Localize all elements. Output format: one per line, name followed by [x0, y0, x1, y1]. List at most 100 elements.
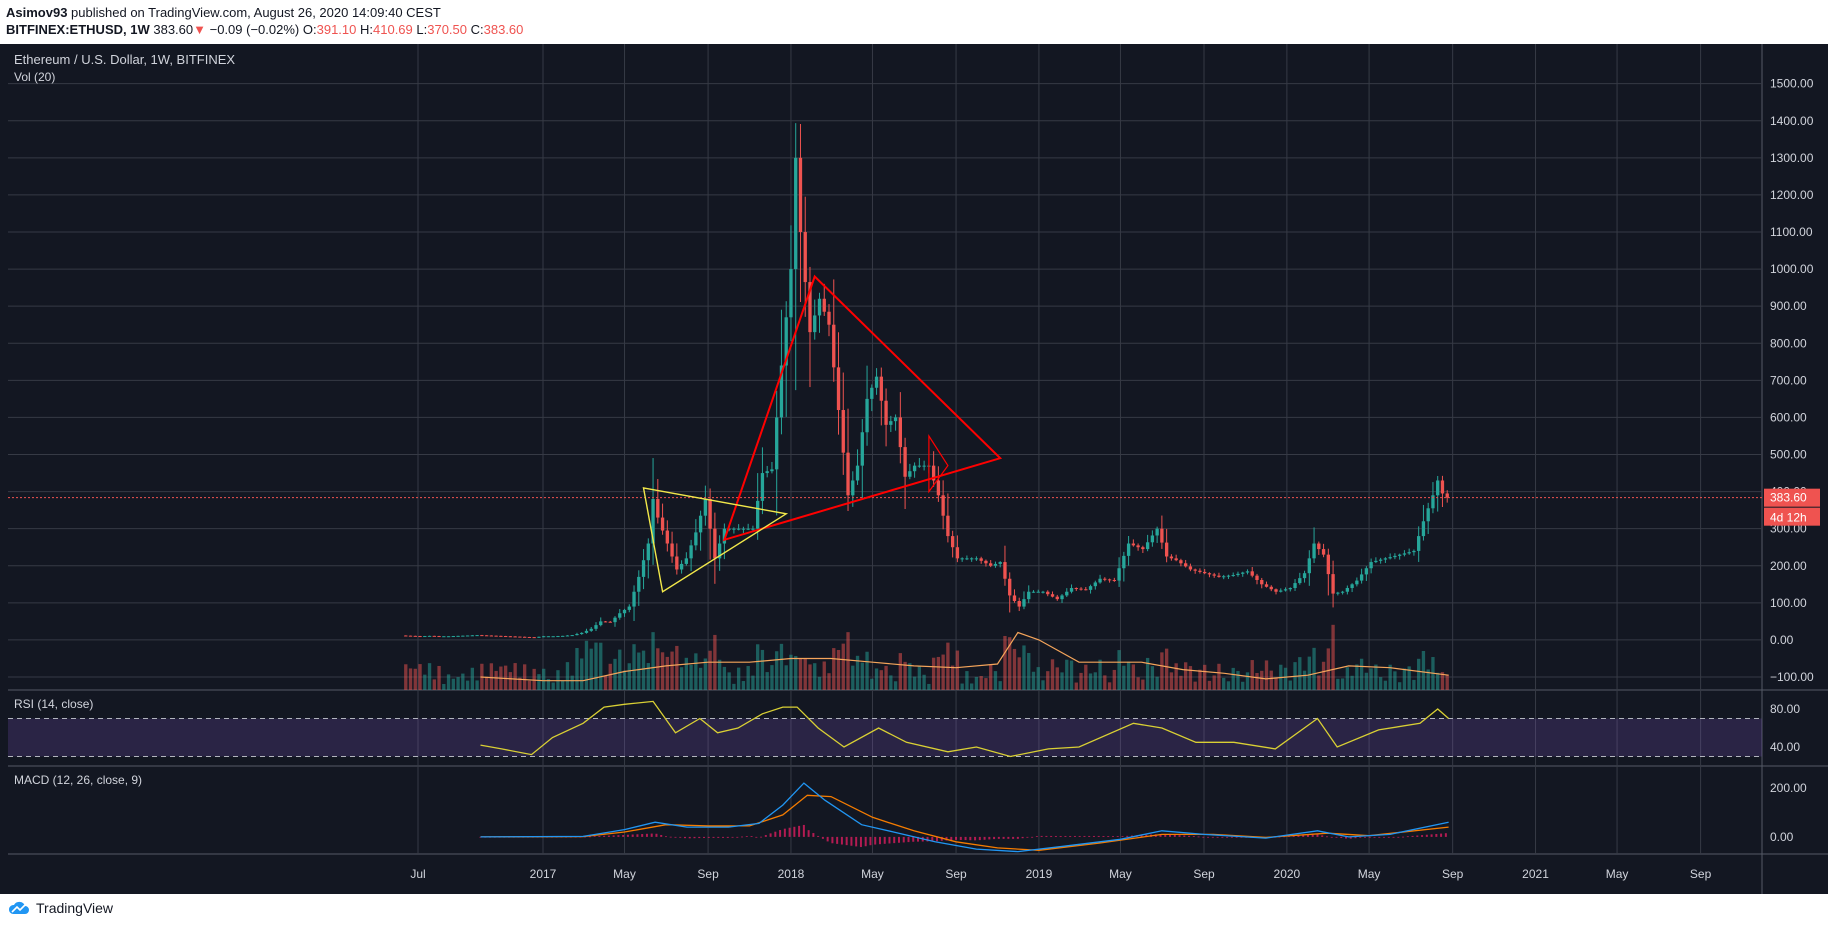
- volume-bar: [1122, 665, 1126, 690]
- candle-body: [1245, 571, 1250, 573]
- macd-histogram-bar: [598, 836, 601, 837]
- candle-body: [1417, 536, 1421, 551]
- candle-body: [1331, 574, 1335, 594]
- macd-histogram-bar: [1383, 836, 1386, 838]
- candle-body: [446, 636, 451, 638]
- volume-bar: [989, 664, 993, 690]
- macd-histogram-bar: [1016, 836, 1019, 839]
- volume-bar: [1426, 669, 1430, 690]
- candle-body: [760, 473, 765, 501]
- macd-histogram-bar: [855, 836, 858, 847]
- macd-histogram-bar: [1240, 836, 1243, 838]
- time-tick-label: Sep: [1690, 867, 1712, 881]
- volume-bar: [603, 676, 608, 690]
- candle-body: [508, 636, 513, 638]
- volume-bar: [1164, 648, 1169, 690]
- time-tick-label: Sep: [1193, 867, 1215, 881]
- volume-bar: [489, 663, 494, 690]
- candle-body: [1103, 578, 1107, 580]
- candle-body: [922, 465, 926, 467]
- volume-bar: [903, 661, 907, 690]
- tradingview-logo[interactable]: TradingView: [8, 900, 113, 916]
- volume-bar: [1188, 666, 1193, 690]
- chart-canvas[interactable]: −100.000.00100.00200.00300.00400.00500.0…: [0, 44, 1828, 894]
- volume-bar: [1407, 666, 1411, 690]
- candle-body: [803, 232, 807, 283]
- volume-bar: [484, 676, 489, 690]
- candle-body: [1412, 550, 1416, 553]
- candle-body: [1183, 563, 1188, 567]
- candle-body: [736, 528, 741, 530]
- candle-body: [1312, 543, 1316, 559]
- volume-bar: [1312, 647, 1316, 690]
- macd-histogram-bar: [1330, 836, 1333, 838]
- time-tick-label: Sep: [945, 867, 967, 881]
- volume-bar: [1031, 671, 1036, 690]
- macd-histogram-bar: [1192, 836, 1195, 837]
- macd-histogram-bar: [1364, 836, 1367, 838]
- macd-histogram-bar: [897, 836, 900, 843]
- macd-histogram-bar: [940, 836, 943, 841]
- macd-histogram-bar: [631, 834, 634, 837]
- candle-body: [465, 635, 470, 637]
- volume-bar: [1103, 675, 1107, 690]
- volume-bar: [860, 662, 864, 690]
- volume-bar: [418, 664, 422, 690]
- macd-histogram-bar: [993, 836, 996, 840]
- volume-bar: [556, 670, 560, 690]
- candle-body: [950, 536, 955, 548]
- volume-bar: [494, 670, 498, 690]
- macd-histogram-bar: [869, 836, 872, 846]
- macd-histogram-bar: [1378, 836, 1381, 838]
- volume-bar: [408, 668, 413, 690]
- drawing-annotations[interactable]: [642, 274, 1003, 593]
- candle-body: [456, 635, 460, 637]
- candle-body: [1383, 558, 1388, 560]
- macd-histogram-bar: [607, 835, 610, 837]
- volume-pane-title: Vol (20): [14, 70, 55, 84]
- macd-histogram-bar: [698, 836, 701, 839]
- macd-histogram-bar: [1349, 836, 1352, 839]
- macd-histogram-bar: [964, 836, 967, 841]
- price-tick-label: 1000.00: [1770, 262, 1814, 276]
- candle-body: [746, 528, 750, 530]
- volume-bar: [442, 683, 446, 690]
- volume-bar: [870, 678, 874, 690]
- macd-histogram-bar: [1012, 836, 1015, 839]
- macd-histogram-bar: [1121, 836, 1124, 837]
- macd-histogram-bar: [783, 828, 786, 837]
- macd-histogram-bar: [955, 836, 958, 840]
- macd-histogram-bar: [788, 827, 791, 837]
- volume-bar: [998, 681, 1002, 690]
- macd-histogram-bar: [1021, 836, 1024, 839]
- candle-body: [1307, 558, 1311, 574]
- volume-bar: [922, 674, 926, 690]
- ohlc-close-value: 383.60: [483, 22, 524, 37]
- candle-body: [1164, 542, 1169, 557]
- macd-histogram-bar: [617, 835, 620, 837]
- candle-body: [1207, 573, 1212, 575]
- volume-bar: [751, 675, 755, 690]
- macd-histogram-bar: [1387, 836, 1390, 838]
- macd-histogram-bar: [1416, 835, 1419, 837]
- macd-histogram-bar: [959, 836, 962, 840]
- price-tick-label: 500.00: [1770, 448, 1807, 462]
- volume-bar: [1041, 680, 1045, 690]
- volume-bar: [832, 648, 836, 690]
- volume-bar: [675, 645, 679, 690]
- macd-histogram-bar: [1359, 836, 1362, 838]
- change-arrow-icon: ▼: [193, 22, 206, 37]
- macd-histogram-bar: [821, 836, 824, 839]
- candle-body: [794, 157, 798, 270]
- candle-body: [1046, 591, 1050, 595]
- macd-histogram-bar: [779, 830, 782, 837]
- publisher-name[interactable]: Asimov93: [6, 5, 68, 20]
- macd-pane-title: MACD (12, 26, close, 9): [14, 773, 142, 787]
- candle-body: [1022, 599, 1026, 607]
- volume-bar: [1445, 674, 1449, 690]
- macd-histogram-bar: [1444, 833, 1447, 837]
- candle-body: [656, 499, 660, 518]
- macd-histogram-bar: [1159, 834, 1162, 837]
- volume-bar: [1417, 658, 1421, 690]
- candle-body: [846, 452, 850, 496]
